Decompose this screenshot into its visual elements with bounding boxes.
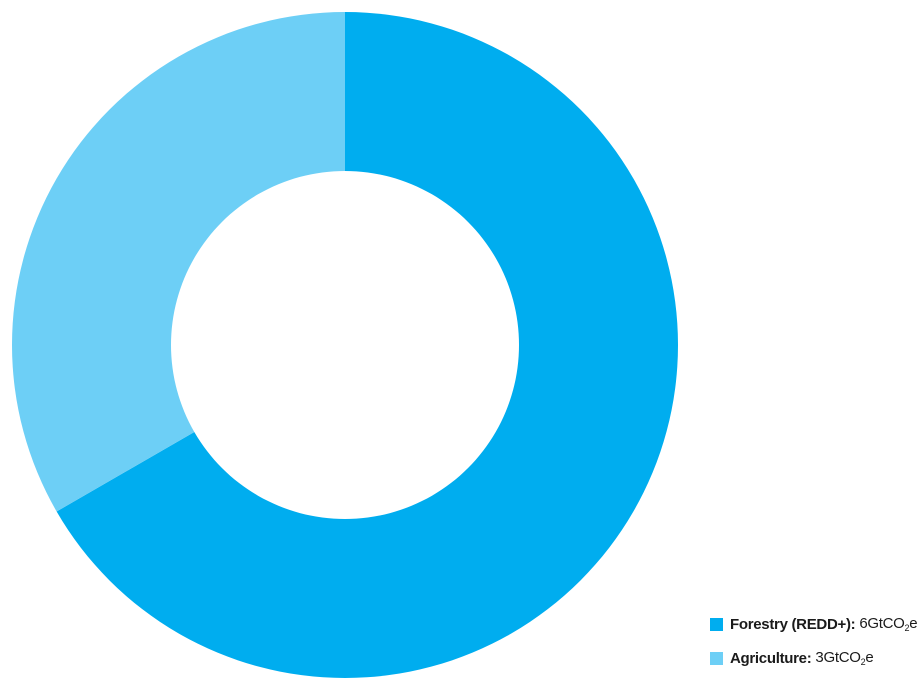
legend: Forestry (REDD+): 6GtCO2e Agriculture: 3… (710, 614, 918, 682)
donut-slice-agriculture (12, 12, 345, 512)
legend-swatch-forestry (710, 617, 723, 631)
legend-item-agriculture: Agriculture: 3GtCO2e (710, 648, 917, 668)
legend-value-forestry: 6GtCO2e (859, 615, 918, 633)
legend-value-agriculture: 3GtCO2e (815, 649, 874, 667)
legend-label-agriculture: Agriculture: (730, 649, 812, 667)
donut-slice-forestry (56, 12, 679, 678)
legend-item-forestry: Forestry (REDD+): 6GtCO2e (710, 614, 918, 634)
legend-label-forestry: Forestry (REDD+): (730, 615, 856, 633)
legend-swatch-agriculture (710, 651, 723, 665)
